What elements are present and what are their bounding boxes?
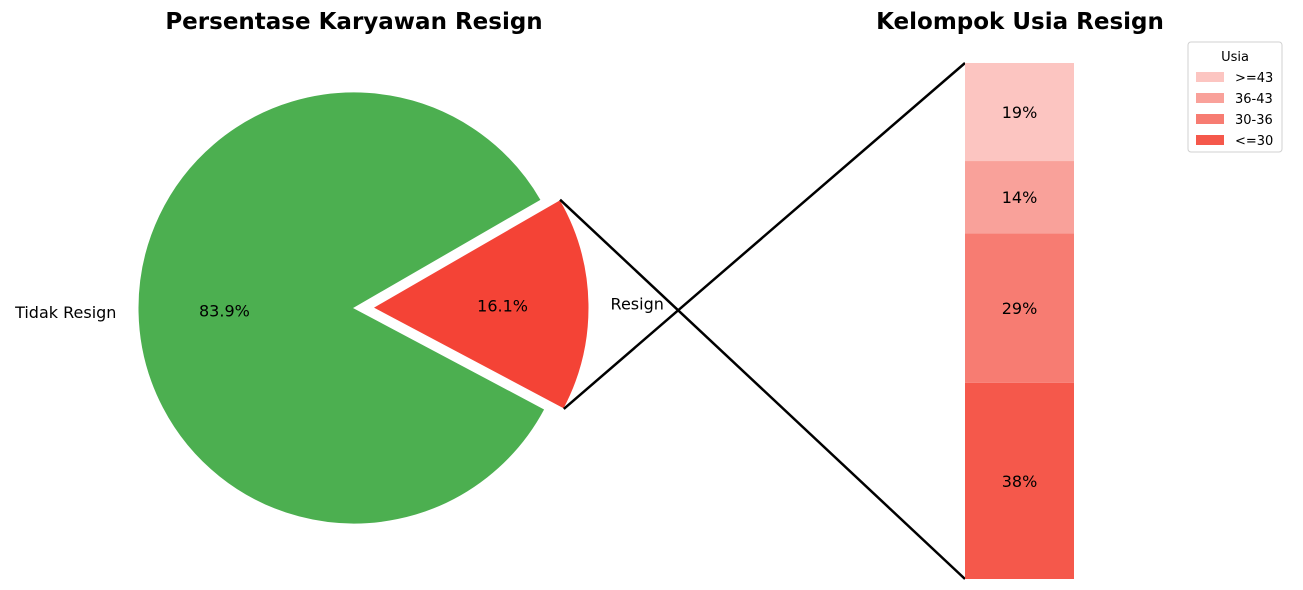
legend-label-30: <=30 (1235, 134, 1273, 149)
bar-segment-43 (965, 63, 1074, 162)
legend-swatch-30-36 (1196, 114, 1224, 124)
pie-slice-tidak-resign (137, 91, 546, 525)
bar-segment-30-36 (965, 233, 1074, 383)
pie-pct-label-resign: 16.1% (477, 296, 528, 315)
connector-lines (559, 62, 966, 580)
pie-chart: 83.9% Tidak Resign 16.1% Resign (14, 91, 664, 525)
bar-segment-label-36-43: 14% (1002, 188, 1038, 207)
bar-chart-title: Kelompok Usia Resign (876, 9, 1164, 35)
legend-label-43: >=43 (1235, 71, 1273, 86)
legend-swatch-30 (1196, 135, 1224, 145)
legend-title: Usia (1221, 50, 1249, 65)
bar-segment-36-43 (965, 161, 1074, 234)
bar-segment-label-30: 38% (1002, 472, 1038, 491)
stacked-bar-chart: 38% 29% 14% 19% (965, 63, 1074, 579)
legend: Usia >=43 36-43 30-36 <=30 (1187, 41, 1283, 153)
pie-label-tidak-resign: Tidak Resign (14, 303, 116, 322)
connector-line-top (562, 62, 966, 410)
bar-segment-label-30-36: 29% (1002, 299, 1038, 318)
legend-label-36-43: 36-43 (1235, 92, 1273, 107)
connector-line-bottom (559, 198, 966, 580)
pie-pct-label-tidak-resign: 83.9% (199, 301, 250, 320)
pie-label-resign: Resign (611, 294, 664, 313)
legend-frame (1187, 41, 1283, 153)
pie-chart-title: Persentase Karyawan Resign (165, 9, 542, 35)
bar-segment-30 (965, 382, 1074, 579)
legend-swatch-36-43 (1196, 93, 1224, 103)
bar-segment-label-43: 19% (1002, 103, 1038, 122)
legend-label-30-36: 30-36 (1235, 113, 1273, 128)
legend-swatch-43 (1196, 72, 1224, 82)
pie-slice-resign (371, 198, 590, 410)
